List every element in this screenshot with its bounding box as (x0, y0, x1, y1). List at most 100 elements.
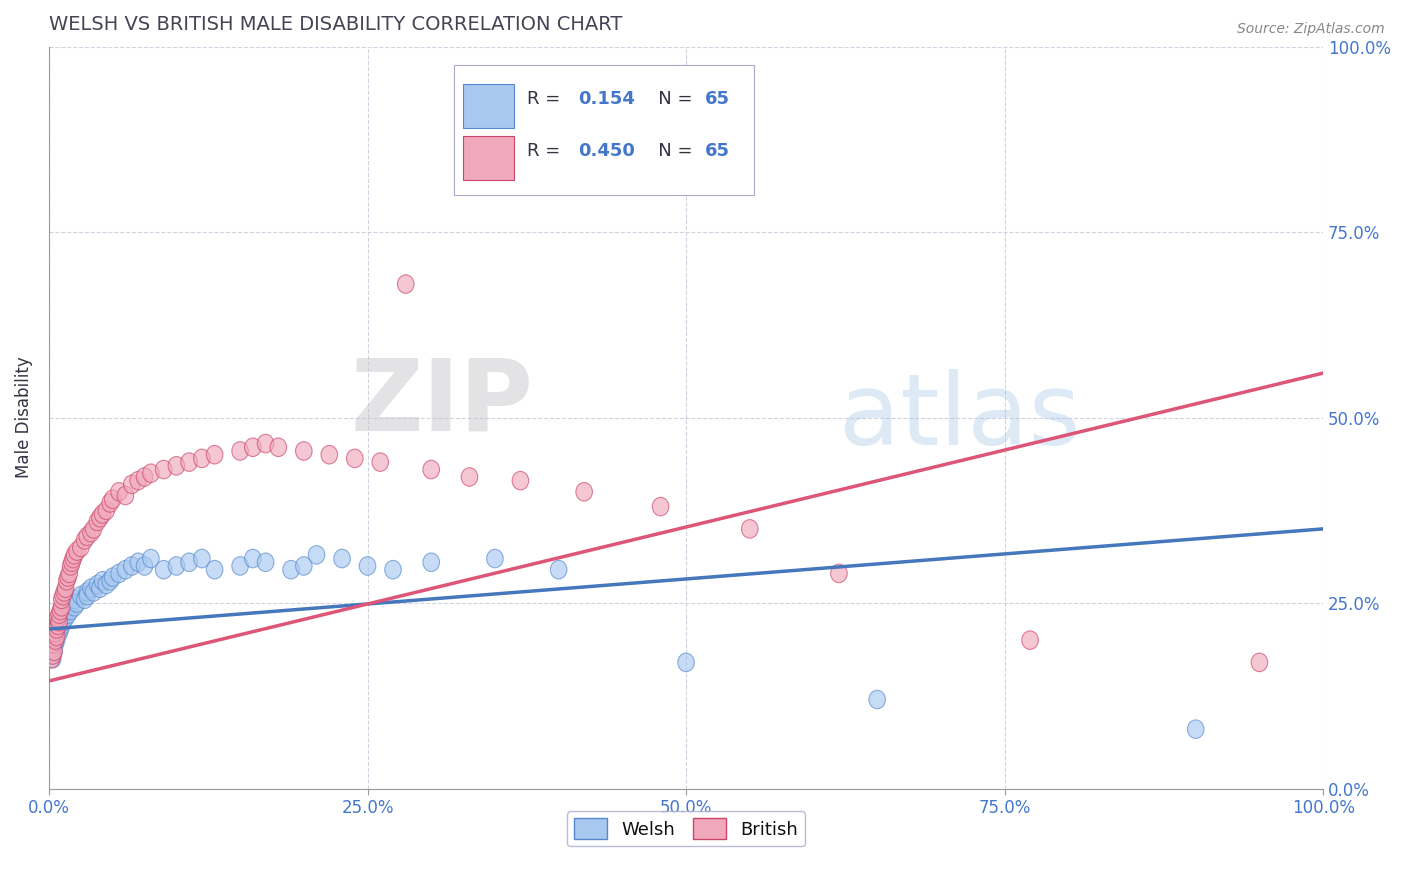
Ellipse shape (283, 560, 299, 579)
Ellipse shape (45, 639, 60, 657)
Ellipse shape (576, 483, 592, 501)
Ellipse shape (76, 531, 93, 549)
Ellipse shape (232, 442, 249, 460)
Ellipse shape (49, 616, 66, 634)
Ellipse shape (46, 631, 62, 649)
Ellipse shape (207, 445, 224, 464)
Ellipse shape (194, 450, 209, 467)
Ellipse shape (83, 524, 100, 541)
Ellipse shape (76, 591, 93, 608)
Ellipse shape (59, 601, 75, 620)
Ellipse shape (79, 582, 96, 601)
Text: 65: 65 (706, 89, 730, 108)
Ellipse shape (56, 582, 73, 601)
Ellipse shape (56, 605, 73, 624)
Ellipse shape (156, 460, 172, 479)
Ellipse shape (91, 508, 108, 527)
Ellipse shape (486, 549, 503, 568)
Ellipse shape (142, 464, 159, 483)
Ellipse shape (373, 453, 388, 471)
Text: R =: R = (527, 142, 571, 160)
Ellipse shape (48, 620, 65, 639)
Ellipse shape (60, 598, 77, 616)
Ellipse shape (98, 501, 115, 520)
Ellipse shape (94, 572, 111, 591)
Ellipse shape (295, 557, 312, 575)
Ellipse shape (89, 512, 105, 531)
Text: N =: N = (641, 89, 699, 108)
Text: N =: N = (641, 142, 699, 160)
Ellipse shape (194, 549, 209, 568)
Ellipse shape (52, 601, 69, 620)
Ellipse shape (59, 572, 75, 591)
Ellipse shape (124, 475, 141, 493)
Ellipse shape (245, 438, 262, 457)
Ellipse shape (46, 634, 63, 653)
Ellipse shape (46, 631, 63, 649)
Ellipse shape (91, 579, 108, 598)
Ellipse shape (55, 612, 72, 631)
Ellipse shape (423, 460, 440, 479)
Ellipse shape (66, 598, 83, 616)
FancyBboxPatch shape (463, 136, 515, 180)
Ellipse shape (308, 546, 325, 564)
Ellipse shape (51, 605, 67, 624)
Ellipse shape (1251, 653, 1268, 672)
Ellipse shape (156, 560, 172, 579)
Ellipse shape (69, 541, 86, 560)
Ellipse shape (46, 627, 63, 646)
Ellipse shape (678, 653, 695, 672)
Y-axis label: Male Disability: Male Disability (15, 357, 32, 478)
Ellipse shape (181, 453, 197, 471)
Ellipse shape (49, 620, 66, 639)
Ellipse shape (136, 557, 153, 575)
Ellipse shape (79, 527, 96, 546)
Ellipse shape (79, 586, 96, 605)
Ellipse shape (48, 627, 65, 646)
Ellipse shape (98, 575, 115, 594)
Ellipse shape (58, 608, 75, 627)
Ellipse shape (46, 624, 63, 642)
Ellipse shape (169, 457, 184, 475)
FancyBboxPatch shape (454, 65, 754, 195)
Text: Source: ZipAtlas.com: Source: ZipAtlas.com (1237, 22, 1385, 37)
Ellipse shape (51, 612, 67, 631)
Ellipse shape (295, 442, 312, 460)
Ellipse shape (63, 594, 80, 612)
Ellipse shape (62, 601, 79, 620)
Ellipse shape (51, 612, 67, 631)
Ellipse shape (46, 642, 62, 661)
Ellipse shape (117, 486, 134, 505)
Ellipse shape (129, 471, 146, 490)
Text: 0.154: 0.154 (578, 89, 634, 108)
Ellipse shape (257, 434, 274, 453)
Ellipse shape (111, 564, 128, 582)
Ellipse shape (44, 649, 60, 668)
Text: ZIP: ZIP (350, 354, 533, 451)
Ellipse shape (49, 616, 66, 634)
Ellipse shape (512, 471, 529, 490)
Ellipse shape (48, 624, 65, 642)
Ellipse shape (359, 557, 375, 575)
Ellipse shape (51, 624, 67, 642)
Ellipse shape (423, 553, 440, 572)
Ellipse shape (398, 275, 413, 293)
Ellipse shape (333, 549, 350, 568)
Ellipse shape (62, 557, 79, 575)
Ellipse shape (741, 520, 758, 538)
Ellipse shape (53, 598, 70, 616)
Ellipse shape (83, 579, 100, 598)
Ellipse shape (73, 538, 89, 557)
Ellipse shape (181, 553, 197, 572)
Ellipse shape (53, 591, 70, 608)
Ellipse shape (1188, 720, 1204, 739)
Ellipse shape (46, 642, 62, 661)
Ellipse shape (232, 557, 249, 575)
Ellipse shape (346, 450, 363, 467)
Ellipse shape (49, 608, 66, 627)
Ellipse shape (104, 568, 121, 586)
Ellipse shape (52, 620, 69, 639)
Text: atlas: atlas (839, 369, 1081, 467)
Text: R =: R = (527, 89, 571, 108)
Ellipse shape (831, 564, 848, 582)
